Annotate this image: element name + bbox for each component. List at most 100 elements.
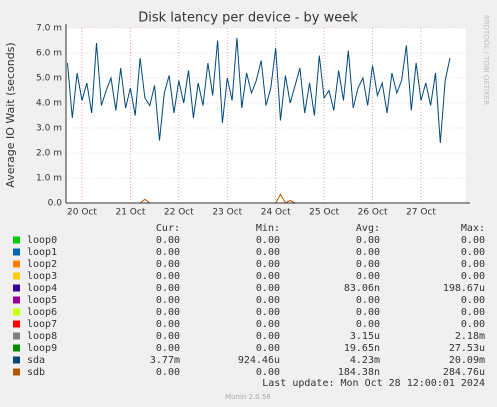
legend-swatch <box>13 284 20 292</box>
x-tick-label: 22 Oct <box>164 208 194 218</box>
y-tick-label: 3.0 m <box>36 124 62 134</box>
legend-value: 3.15u <box>350 331 380 342</box>
legend-name: sda <box>27 355 45 366</box>
legend-value: 0.00 <box>256 367 280 378</box>
y-tick-label: 7.0 m <box>36 24 62 34</box>
legend-value: 4.23m <box>350 355 380 366</box>
legend-swatch <box>13 236 20 244</box>
legend-value: 20.09m <box>449 355 485 366</box>
legend-value: 0.00 <box>256 235 280 246</box>
legend-value: 0.00 <box>461 235 485 246</box>
legend-value: 0.00 <box>356 307 380 318</box>
legend-value: 0.00 <box>256 283 280 294</box>
legend-value: 0.00 <box>356 235 380 246</box>
legend-value: 0.00 <box>156 319 180 330</box>
x-tick-label: 20 Oct <box>67 208 97 218</box>
legend-name: loop9 <box>27 343 57 354</box>
legend-name: sdb <box>27 367 45 378</box>
y-tick-label: 6.0 m <box>36 49 62 59</box>
legend-name: loop3 <box>27 271 57 282</box>
legend-value: 0.00 <box>256 307 280 318</box>
side-label: RRDTOOL / TOBI OETIKER <box>482 15 490 105</box>
legend-value: 83.06n <box>344 283 380 294</box>
series-line <box>67 37 451 144</box>
y-tick-label: 1.0 m <box>36 174 62 184</box>
legend-name: loop7 <box>27 319 57 330</box>
legend-swatch <box>13 260 20 268</box>
column-header: Min: <box>256 223 280 234</box>
legend-value: 0.00 <box>156 307 180 318</box>
legend-value: 0.00 <box>256 247 280 258</box>
legend-value: 27.53u <box>449 343 485 354</box>
legend-name: loop5 <box>27 295 57 306</box>
legend-value: 924.46u <box>238 355 280 366</box>
column-header: Max: <box>461 223 485 234</box>
legend-swatch <box>13 368 20 376</box>
legend-value: 198.67u <box>443 283 485 294</box>
legend-value: 0.00 <box>461 295 485 306</box>
legend-value: 0.00 <box>156 331 180 342</box>
legend-name: loop1 <box>27 247 57 258</box>
column-header: Cur: <box>156 223 180 234</box>
legend-value: 0.00 <box>461 271 485 282</box>
legend-value: 0.00 <box>256 343 280 354</box>
legend-value: 0.00 <box>156 283 180 294</box>
legend-swatch <box>13 356 20 364</box>
legend-value: 0.00 <box>156 271 180 282</box>
x-tick-label: 23 Oct <box>212 208 242 218</box>
legend-name: loop2 <box>27 259 57 270</box>
x-tick-label: 27 Oct <box>406 208 436 218</box>
legend-value: 0.00 <box>256 271 280 282</box>
x-tick-label: 21 Oct <box>115 208 145 218</box>
legend-value: 3.77m <box>150 355 180 366</box>
legend-swatch <box>13 344 20 352</box>
legend-value: 0.00 <box>356 259 380 270</box>
legend-value: 0.00 <box>256 295 280 306</box>
legend-value: 0.00 <box>356 295 380 306</box>
x-tick-label: 26 Oct <box>358 208 388 218</box>
legend-value: 284.76u <box>443 367 485 378</box>
legend-value: 0.00 <box>156 247 180 258</box>
footer: Munin 2.0.56 <box>225 393 271 401</box>
legend-value: 0.00 <box>256 259 280 270</box>
y-tick-label: 0.0 <box>48 199 63 209</box>
legend-value: 2.18m <box>455 331 485 342</box>
plot-area <box>66 28 466 203</box>
y-tick-label: 5.0 m <box>36 74 62 84</box>
legend-value: 0.00 <box>461 259 485 270</box>
x-tick-label: 25 Oct <box>309 208 339 218</box>
column-header: Avg: <box>356 223 380 234</box>
legend-swatch <box>13 296 20 304</box>
legend-name: loop0 <box>27 235 57 246</box>
x-tick-label: 24 Oct <box>261 208 291 218</box>
legend-value: 0.00 <box>156 343 180 354</box>
y-tick-label: 4.0 m <box>36 99 62 109</box>
legend-value: 0.00 <box>156 235 180 246</box>
legend-value: 0.00 <box>156 259 180 270</box>
legend-swatch <box>13 332 20 340</box>
legend-value: 0.00 <box>256 331 280 342</box>
legend-value: 184.38n <box>338 367 380 378</box>
y-axis-label: Average IO Wait (seconds) <box>4 42 17 187</box>
legend-swatch <box>13 308 20 316</box>
legend-value: 0.00 <box>156 295 180 306</box>
legend-value: 0.00 <box>356 319 380 330</box>
legend-name: loop4 <box>27 283 57 294</box>
legend-value: 0.00 <box>461 307 485 318</box>
legend-value: 0.00 <box>156 367 180 378</box>
last-update: Last update: Mon Oct 28 12:00:01 2024 <box>262 378 485 389</box>
legend-name: loop6 <box>27 307 57 318</box>
chart-title: Disk latency per device - by week <box>138 11 358 26</box>
legend-value: 0.00 <box>461 319 485 330</box>
legend-name: loop8 <box>27 331 57 342</box>
legend-swatch <box>13 320 20 328</box>
legend-value: 0.00 <box>461 247 485 258</box>
legend-value: 0.00 <box>356 271 380 282</box>
legend-swatch <box>13 272 20 280</box>
y-tick-label: 2.0 m <box>36 149 62 159</box>
legend-swatch <box>13 248 20 256</box>
legend-value: 19.65n <box>344 343 380 354</box>
legend-value: 0.00 <box>256 319 280 330</box>
legend-value: 0.00 <box>356 247 380 258</box>
